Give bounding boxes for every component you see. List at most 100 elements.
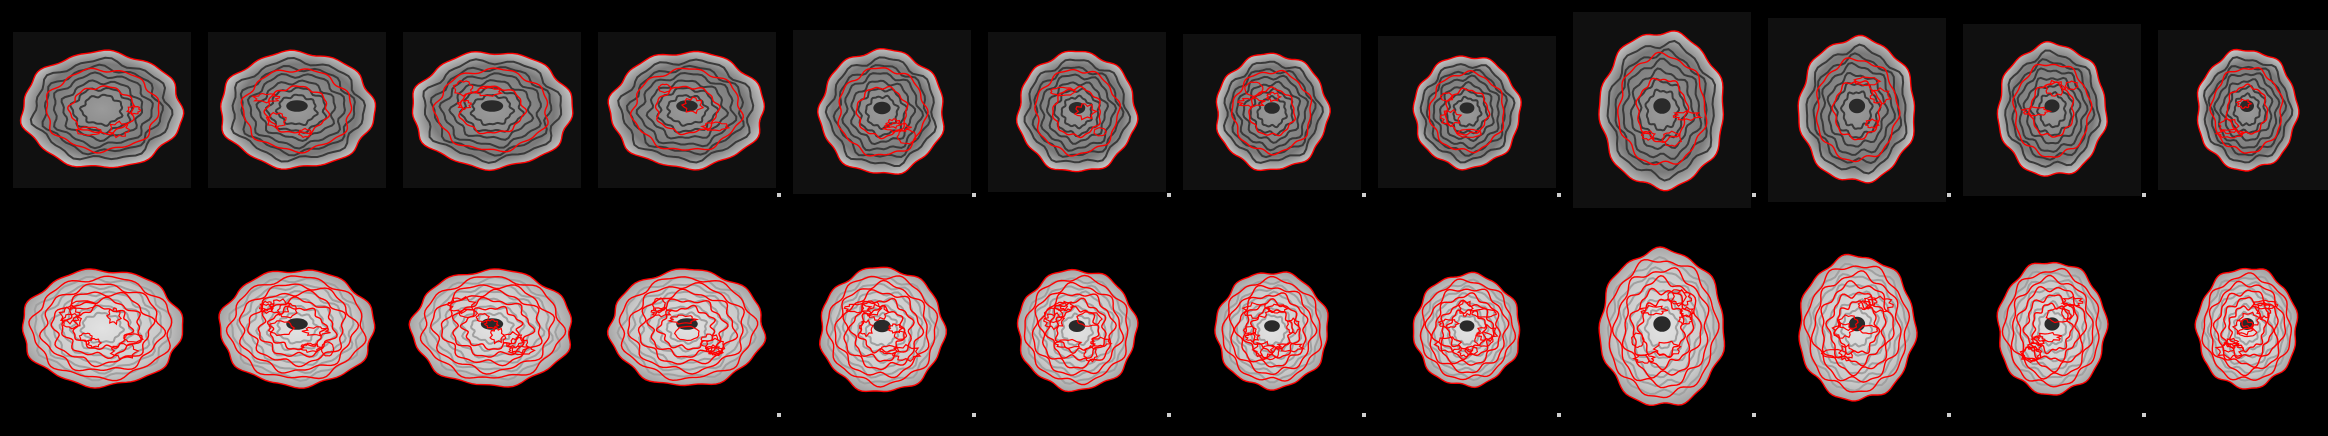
edge-contour: [1230, 69, 1313, 156]
edge-contour: [1049, 86, 1078, 97]
gyri-texture: [2213, 72, 2281, 149]
edge-contour: [1606, 258, 1720, 399]
gyri-texture: [625, 64, 745, 156]
edge-contour: [408, 268, 573, 388]
brain-slice-coronal: [785, 218, 979, 436]
edge-contour: [451, 296, 536, 358]
edge-contour: [1073, 103, 1098, 121]
edge-contour: [75, 126, 102, 137]
edge-contour: [2001, 267, 2100, 388]
brain-slice-axial: [2150, 0, 2328, 218]
slice-image: [1996, 261, 2109, 396]
edge-contour: [699, 333, 722, 351]
edge-contour: [2064, 80, 2079, 91]
brain-slice-sagittal: [590, 218, 784, 436]
edge-contour: [834, 279, 930, 379]
edge-contour: [247, 289, 347, 368]
edge-contour: [19, 49, 185, 169]
brain-slice-axial: [1760, 0, 1954, 218]
edge-contour: [263, 85, 331, 135]
edge-contour: [1464, 345, 1479, 356]
edge-contour: [257, 296, 338, 358]
slice-image: [1378, 36, 1556, 188]
edge-contour: [2256, 300, 2272, 320]
gyri-texture: [228, 277, 365, 382]
gyri-texture: [246, 72, 347, 150]
slice-image: [1963, 24, 2141, 196]
edge-contour: [884, 118, 903, 130]
gyri-texture: [1432, 74, 1501, 150]
edge-contour: [627, 281, 745, 375]
edge-contour: [1455, 128, 1482, 138]
gyri-texture: [645, 79, 730, 140]
gyri-texture: [29, 56, 174, 161]
gyri-texture: [1419, 63, 1516, 164]
brain-slice-sagittal: [5, 0, 199, 218]
edge-contour: [1471, 308, 1497, 318]
edge-contour: [837, 67, 929, 157]
slice-marker: [972, 413, 976, 417]
gyri-texture: [832, 64, 932, 159]
edge-contour: [240, 68, 353, 154]
edge-contour: [259, 300, 275, 312]
edge-contour: [842, 288, 925, 371]
ventricle: [480, 100, 504, 112]
edge-contour: [1857, 324, 1879, 335]
edge-contour: [432, 67, 549, 153]
edge-contour: [1083, 344, 1098, 363]
ventricle: [1264, 102, 1280, 114]
slice-marker: [1557, 413, 1561, 417]
slice-image: [1214, 271, 1329, 391]
gyri-texture: [1614, 48, 1708, 172]
edge-contour: [1412, 55, 1522, 171]
slice-image: [2194, 267, 2299, 390]
edge-contour: [2020, 106, 2053, 117]
edge-contour: [1015, 50, 1139, 173]
gyri-texture: [69, 86, 134, 135]
edge-contour: [1221, 275, 1323, 382]
gyri-texture: [2219, 78, 2274, 142]
ventricle: [2044, 99, 2060, 113]
edge-contour: [2237, 327, 2258, 338]
edge-contour: [456, 99, 472, 111]
edge-contour: [1266, 303, 1290, 314]
gyri-texture: [2011, 58, 2096, 161]
gyri-texture: [841, 290, 924, 372]
slice-image: [606, 268, 767, 387]
edge-contour: [2196, 48, 2300, 172]
edge-contour: [1621, 274, 1702, 379]
slice-image: [598, 32, 776, 188]
ventricle: [286, 100, 308, 112]
edge-contour: [1598, 246, 1726, 406]
slice-image: [208, 32, 386, 188]
edge-contour: [258, 303, 275, 315]
edge-contour: [705, 344, 722, 356]
edge-contour: [2019, 345, 2041, 364]
slice-marker: [2142, 193, 2146, 197]
gyri-texture: [1643, 306, 1680, 350]
brain-slice-coronal: [1370, 218, 1564, 436]
edge-contour: [72, 304, 135, 351]
ventricle: [1459, 102, 1475, 114]
gyri-texture: [469, 93, 516, 127]
edge-contour: [1661, 130, 1683, 147]
edge-contour: [858, 319, 874, 338]
gyri-texture: [1024, 277, 1132, 385]
edge-contour: [1265, 91, 1283, 103]
edge-contour: [2228, 305, 2268, 353]
edge-contour: [1259, 344, 1280, 361]
edge-contour: [1837, 343, 1855, 362]
edge-contour: [1825, 291, 1887, 367]
gyri-texture: [1249, 87, 1295, 136]
gyri-texture: [78, 93, 124, 127]
edge-contour: [1837, 314, 1859, 332]
edge-contour: [320, 341, 335, 357]
edge-contour: [1054, 338, 1083, 350]
gyri-texture: [2206, 280, 2285, 375]
edge-contour: [607, 50, 766, 171]
brain-slice-sagittal: [590, 0, 784, 218]
edge-contour: [1242, 325, 1257, 336]
edge-contour: [637, 288, 739, 365]
edge-contour: [1428, 69, 1505, 154]
gyri-texture: [1222, 60, 1324, 164]
